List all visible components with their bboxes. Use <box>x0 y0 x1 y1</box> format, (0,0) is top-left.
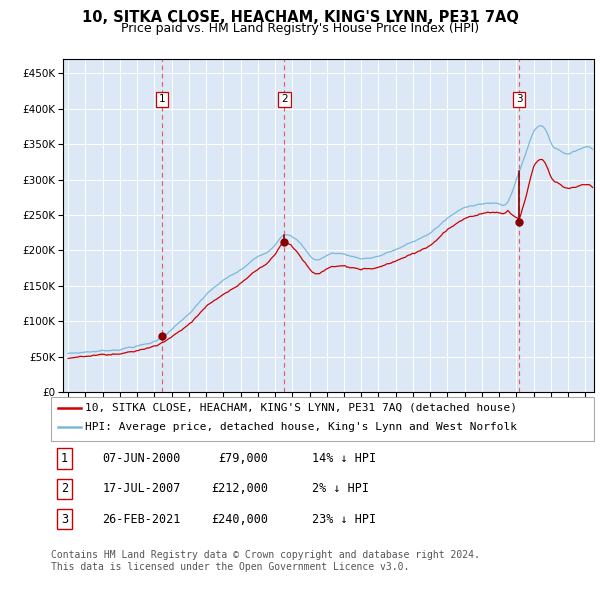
Text: 17-JUL-2007: 17-JUL-2007 <box>103 483 181 496</box>
Text: 1: 1 <box>61 452 68 465</box>
Text: 10, SITKA CLOSE, HEACHAM, KING'S LYNN, PE31 7AQ: 10, SITKA CLOSE, HEACHAM, KING'S LYNN, P… <box>82 10 518 25</box>
Text: £212,000: £212,000 <box>211 483 268 496</box>
Text: 1: 1 <box>158 94 165 104</box>
Text: This data is licensed under the Open Government Licence v3.0.: This data is licensed under the Open Gov… <box>51 562 409 572</box>
Text: £79,000: £79,000 <box>218 452 268 465</box>
Text: Price paid vs. HM Land Registry's House Price Index (HPI): Price paid vs. HM Land Registry's House … <box>121 22 479 35</box>
Text: 2: 2 <box>281 94 287 104</box>
Text: 10, SITKA CLOSE, HEACHAM, KING'S LYNN, PE31 7AQ (detached house): 10, SITKA CLOSE, HEACHAM, KING'S LYNN, P… <box>85 403 517 412</box>
Text: HPI: Average price, detached house, King's Lynn and West Norfolk: HPI: Average price, detached house, King… <box>85 422 517 432</box>
Text: 23% ↓ HPI: 23% ↓ HPI <box>311 513 376 526</box>
Text: 3: 3 <box>61 513 68 526</box>
Text: Contains HM Land Registry data © Crown copyright and database right 2024.: Contains HM Land Registry data © Crown c… <box>51 550 480 560</box>
Text: 2: 2 <box>61 483 68 496</box>
Text: 3: 3 <box>515 94 523 104</box>
Text: £240,000: £240,000 <box>211 513 268 526</box>
Text: 14% ↓ HPI: 14% ↓ HPI <box>311 452 376 465</box>
Text: 2% ↓ HPI: 2% ↓ HPI <box>311 483 368 496</box>
Text: 07-JUN-2000: 07-JUN-2000 <box>103 452 181 465</box>
Text: 26-FEB-2021: 26-FEB-2021 <box>103 513 181 526</box>
